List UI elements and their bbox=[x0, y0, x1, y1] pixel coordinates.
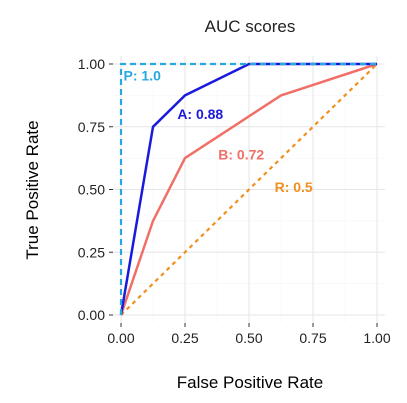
annotation-b: B: 0.72 bbox=[218, 146, 264, 162]
y-tick-label: 0.25 bbox=[78, 244, 105, 260]
chart-title: AUC scores bbox=[205, 17, 296, 36]
x-tick-label: 0.75 bbox=[299, 330, 326, 346]
series-lines bbox=[119, 62, 378, 316]
x-tick-label: 0.50 bbox=[235, 330, 262, 346]
series-line-b bbox=[119, 62, 378, 316]
x-tick-label: 0.25 bbox=[171, 330, 198, 346]
annotation-a: A: 0.88 bbox=[177, 106, 223, 122]
y-tick-label: 1.00 bbox=[78, 56, 105, 72]
y-axis-label: True Positive Rate bbox=[23, 120, 42, 259]
y-tick-label: 0.50 bbox=[78, 182, 105, 198]
x-axis-label: False Positive Rate bbox=[177, 373, 323, 392]
x-tick-label: 0.00 bbox=[107, 330, 134, 346]
annotation-r: R: 0.5 bbox=[275, 179, 313, 195]
series-line-r bbox=[120, 63, 378, 316]
annotation-p: P: 1.0 bbox=[124, 67, 162, 83]
x-tick-label: 1.00 bbox=[363, 330, 390, 346]
series-line-p bbox=[119, 62, 377, 315]
axis-ticks: 0.000.00 0.25 0.25 0.50 0.50 0.75 0.75 1.00 1.00 bbox=[78, 56, 391, 346]
series-annotations: P: 1.0 A: 0.88 B: 0.72 R: 0.5 bbox=[124, 67, 313, 195]
y-tick-label: 0.00 bbox=[78, 307, 105, 323]
y-tick-label: 0.75 bbox=[78, 119, 105, 135]
